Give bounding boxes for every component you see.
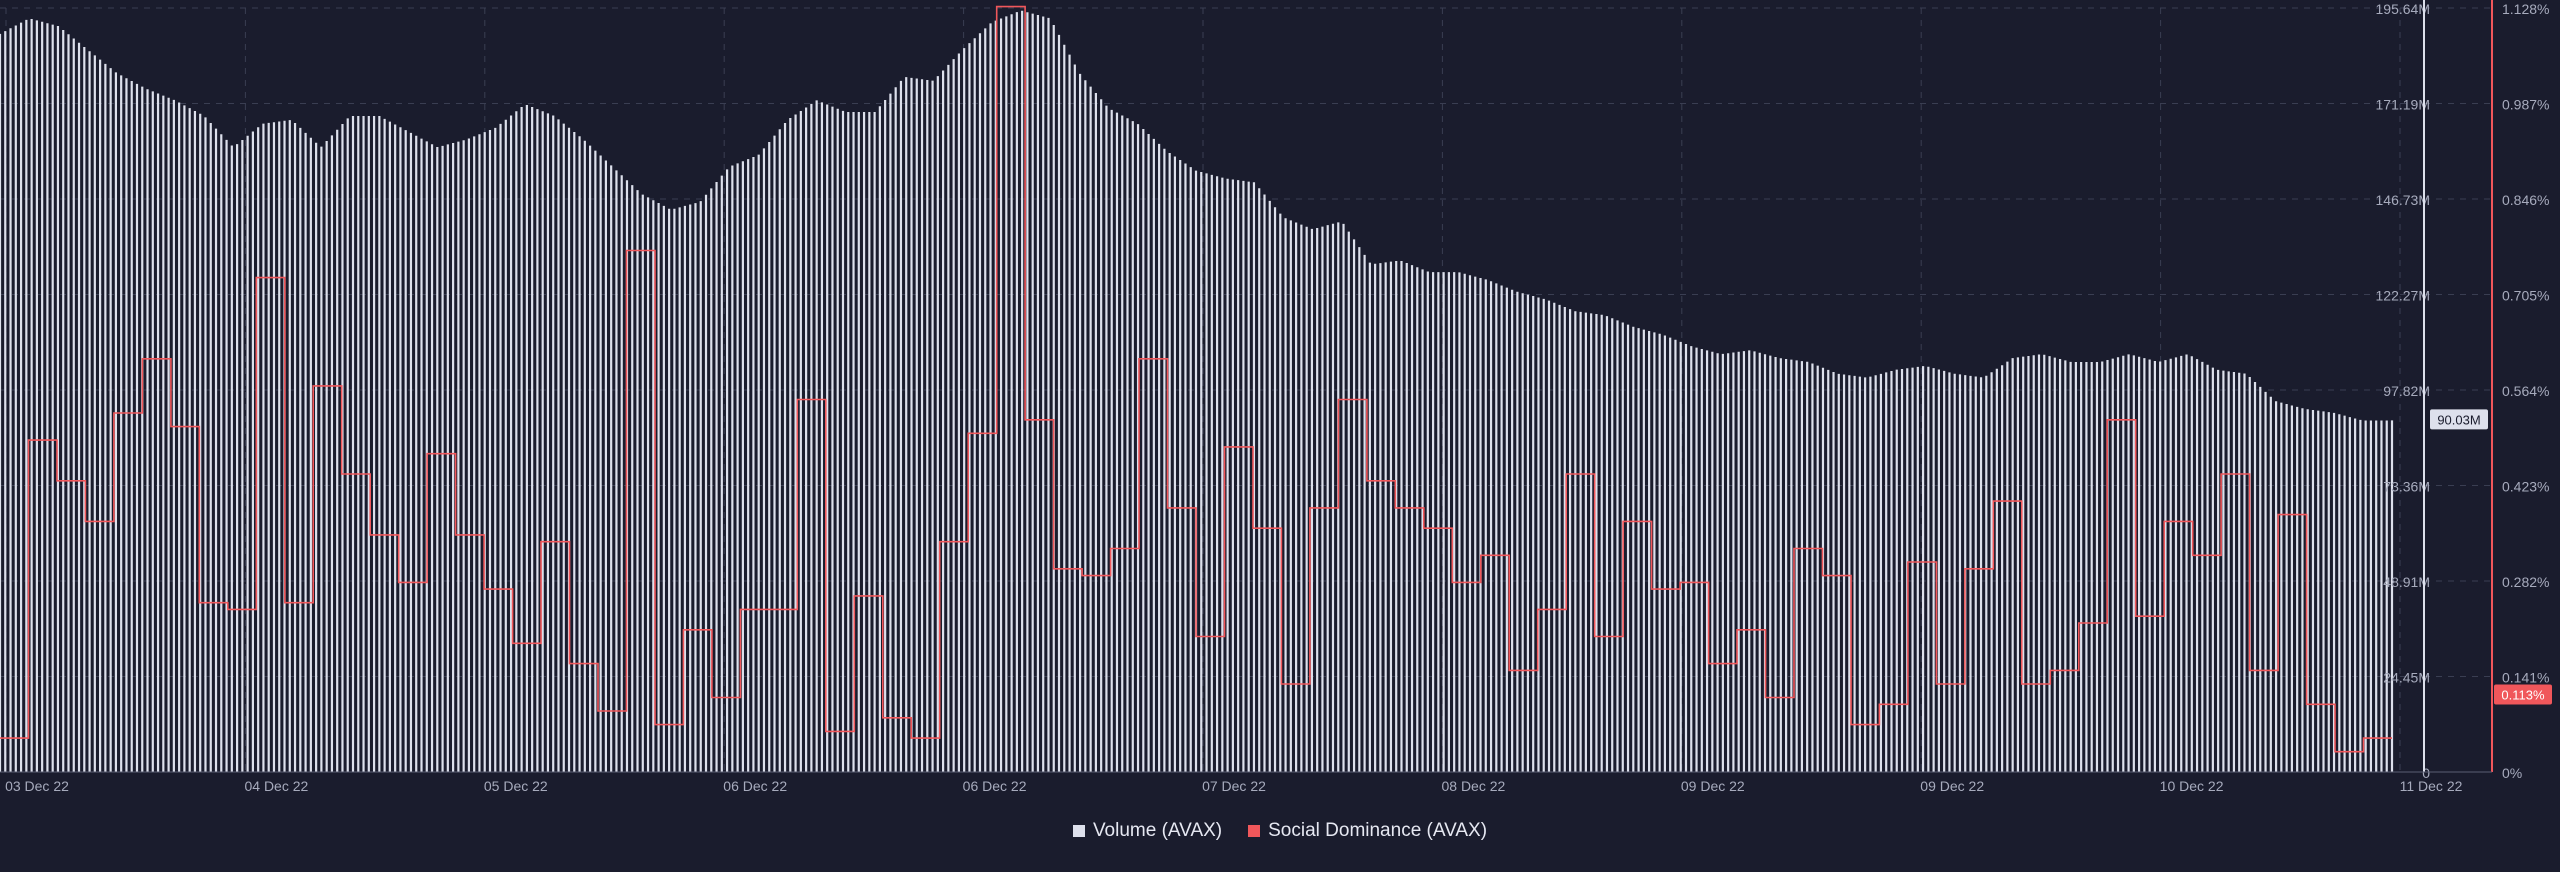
legend-label-social-dominance: Social Dominance (AVAX): [1268, 820, 1488, 841]
social-dominance-line: [0, 5, 2392, 753]
y-left-tick-label: 171.19M: [2376, 97, 2430, 113]
y-right-tick-label: 0%: [2502, 765, 2522, 781]
y-left-tick-label: 122.27M: [2376, 288, 2430, 304]
x-tick-label: 03 Dec 22: [5, 778, 69, 794]
x-tick-label: 06 Dec 22: [723, 778, 787, 794]
x-tick-label: 05 Dec 22: [484, 778, 548, 794]
y-left-tick-label: 97.82M: [2383, 383, 2430, 399]
volume-last-value-label: 90.03M: [2437, 412, 2480, 427]
y-left-tick-label: 0: [2422, 765, 2430, 781]
social-dominance-last-value-badge: [2494, 684, 2552, 705]
y-right-tick-label: 0.423%: [2502, 479, 2549, 495]
y-left-tick-label: 195.64M: [2376, 1, 2430, 17]
x-tick-label: 09 Dec 22: [1681, 778, 1745, 794]
y-left-tick-label: 146.73M: [2376, 192, 2430, 208]
legend-swatch-social-dominance: [1248, 825, 1261, 837]
y-right-tick-label: 0.846%: [2502, 192, 2549, 208]
x-tick-label: 07 Dec 22: [1202, 778, 1266, 794]
y-right-tick-label: 0.141%: [2502, 670, 2549, 686]
y-left-tick-label: 24.45M: [2383, 670, 2430, 686]
x-tick-label: 06 Dec 22: [963, 778, 1027, 794]
y-left-tick-label: 73.36M: [2383, 479, 2430, 495]
y-right-tick-label: 0.282%: [2502, 574, 2549, 590]
legend: Volume (AVAX) Social Dominance (AVAX): [0, 820, 2560, 842]
x-tick-label: 10 Dec 22: [2160, 778, 2224, 794]
social-dominance-path: [0, 5, 2392, 753]
legend-item-volume[interactable]: Volume (AVAX): [1072, 820, 1223, 842]
x-tick-label: 11 Dec 22: [2400, 778, 2463, 794]
volume-last-value-badge: [2430, 409, 2488, 430]
legend-item-social-dominance[interactable]: Social Dominance (AVAX): [1248, 820, 1487, 842]
x-tick-label: 04 Dec 22: [244, 778, 308, 794]
x-tick-label: 09 Dec 22: [1920, 778, 1984, 794]
y-right-tick-label: 0.564%: [2502, 383, 2549, 399]
social-dominance-last-value-label: 0.113%: [2501, 687, 2545, 702]
volume-bars: [0, 10, 2394, 772]
y-right-tick-label: 0.987%: [2502, 97, 2549, 113]
axes: 195.64M 1.128% 171.19M 0.987% 146.73M 0.846% 1…: [0, 0, 2552, 794]
y-right-tick-label: 1.128%: [2502, 1, 2549, 17]
legend-swatch-volume: [1072, 825, 1085, 837]
legend-label-volume: Volume (AVAX): [1092, 820, 1223, 841]
y-left-tick-label: 48.91M: [2383, 574, 2430, 590]
y-right-tick-label: 0.705%: [2502, 288, 2549, 304]
x-tick-label: 08 Dec 22: [1441, 778, 1505, 794]
